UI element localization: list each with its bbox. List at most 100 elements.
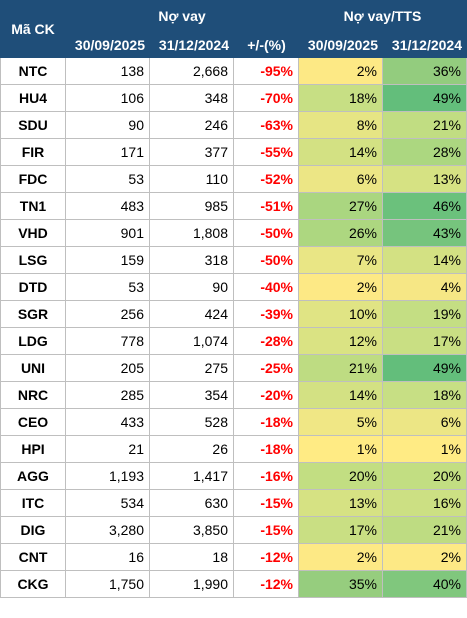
cell-debt-date1: 433 xyxy=(65,408,150,436)
cell-ratio-date2: 40% xyxy=(382,570,467,598)
cell-debt-date1: 285 xyxy=(65,381,150,409)
cell-debt-date2: 275 xyxy=(149,354,234,382)
cell-code: NTC xyxy=(0,57,66,85)
table-row: HPI 21 26 -18% 1% 1% xyxy=(0,435,467,463)
cell-debt-date1: 159 xyxy=(65,246,150,274)
cell-debt-date2: 90 xyxy=(149,273,234,301)
cell-ratio-date2: 46% xyxy=(382,192,467,220)
cell-debt-date1: 534 xyxy=(65,489,150,517)
cell-change: -15% xyxy=(233,489,299,517)
table-row: HU4 106 348 -70% 18% 49% xyxy=(0,84,467,112)
header-ratio-date1: 30/09/2025 xyxy=(298,31,383,58)
cell-ratio-date2: 17% xyxy=(382,327,467,355)
cell-change: -18% xyxy=(233,435,299,463)
cell-ratio-date1: 20% xyxy=(298,462,383,490)
table-row: LDG 778 1,074 -28% 12% 17% xyxy=(0,327,467,355)
cell-code: CKG xyxy=(0,570,66,598)
cell-debt-date2: 528 xyxy=(149,408,234,436)
cell-ratio-date1: 13% xyxy=(298,489,383,517)
cell-change: -39% xyxy=(233,300,299,328)
cell-debt-date1: 1,193 xyxy=(65,462,150,490)
cell-debt-date2: 1,074 xyxy=(149,327,234,355)
cell-debt-date2: 318 xyxy=(149,246,234,274)
cell-code: ITC xyxy=(0,489,66,517)
cell-code: SGR xyxy=(0,300,66,328)
header-group-debt: Nợ vay xyxy=(65,0,299,32)
header-change: +/-(%) xyxy=(233,31,299,58)
cell-ratio-date1: 35% xyxy=(298,570,383,598)
cell-ratio-date1: 1% xyxy=(298,435,383,463)
cell-change: -15% xyxy=(233,516,299,544)
cell-debt-date1: 205 xyxy=(65,354,150,382)
table-row: UNI 205 275 -25% 21% 49% xyxy=(0,354,467,382)
table-row: TN1 483 985 -51% 27% 46% xyxy=(0,192,467,220)
cell-debt-date2: 1,990 xyxy=(149,570,234,598)
cell-code: CEO xyxy=(0,408,66,436)
cell-change: -55% xyxy=(233,138,299,166)
cell-ratio-date2: 49% xyxy=(382,84,467,112)
cell-ratio-date1: 2% xyxy=(298,273,383,301)
cell-ratio-date1: 27% xyxy=(298,192,383,220)
cell-debt-date2: 246 xyxy=(149,111,234,139)
table-row: CNT 16 18 -12% 2% 2% xyxy=(0,543,467,571)
cell-debt-date2: 18 xyxy=(149,543,234,571)
cell-debt-date2: 354 xyxy=(149,381,234,409)
cell-ratio-date2: 21% xyxy=(382,111,467,139)
cell-debt-date1: 21 xyxy=(65,435,150,463)
cell-debt-date2: 26 xyxy=(149,435,234,463)
cell-debt-date1: 256 xyxy=(65,300,150,328)
cell-change: -40% xyxy=(233,273,299,301)
cell-ratio-date2: 1% xyxy=(382,435,467,463)
cell-debt-date2: 1,808 xyxy=(149,219,234,247)
cell-change: -12% xyxy=(233,543,299,571)
cell-ratio-date1: 14% xyxy=(298,138,383,166)
cell-change: -50% xyxy=(233,219,299,247)
cell-ratio-date2: 36% xyxy=(382,57,467,85)
cell-change: -20% xyxy=(233,381,299,409)
table-body: NTC 138 2,668 -95% 2% 36% HU4 106 348 -70% 18% 49% S… xyxy=(0,57,467,598)
cell-change: -63% xyxy=(233,111,299,139)
cell-ratio-date2: 43% xyxy=(382,219,467,247)
header-ratio-date2: 31/12/2024 xyxy=(382,31,467,58)
cell-code: DTD xyxy=(0,273,66,301)
table-row: LSG 159 318 -50% 7% 14% xyxy=(0,246,467,274)
cell-change: -18% xyxy=(233,408,299,436)
table-row: DTD 53 90 -40% 2% 4% xyxy=(0,273,467,301)
cell-code: LSG xyxy=(0,246,66,274)
cell-debt-date1: 90 xyxy=(65,111,150,139)
cell-ratio-date1: 5% xyxy=(298,408,383,436)
cell-ratio-date1: 7% xyxy=(298,246,383,274)
cell-debt-date1: 138 xyxy=(65,57,150,85)
cell-debt-date1: 53 xyxy=(65,165,150,193)
cell-debt-date2: 110 xyxy=(149,165,234,193)
cell-ratio-date2: 6% xyxy=(382,408,467,436)
header-code: Mã CK xyxy=(0,0,66,58)
cell-change: -25% xyxy=(233,354,299,382)
cell-code: HU4 xyxy=(0,84,66,112)
cell-debt-date1: 483 xyxy=(65,192,150,220)
cell-debt-date1: 1,750 xyxy=(65,570,150,598)
cell-code: VHD xyxy=(0,219,66,247)
header-debt-date2: 31/12/2024 xyxy=(149,31,234,58)
cell-change: -12% xyxy=(233,570,299,598)
table-row: FDC 53 110 -52% 6% 13% xyxy=(0,165,467,193)
cell-debt-date2: 3,850 xyxy=(149,516,234,544)
cell-ratio-date1: 10% xyxy=(298,300,383,328)
table-row: ITC 534 630 -15% 13% 16% xyxy=(0,489,467,517)
cell-debt-date2: 348 xyxy=(149,84,234,112)
cell-ratio-date1: 18% xyxy=(298,84,383,112)
table-row: SDU 90 246 -63% 8% 21% xyxy=(0,111,467,139)
table-row: NRC 285 354 -20% 14% 18% xyxy=(0,381,467,409)
cell-ratio-date1: 14% xyxy=(298,381,383,409)
cell-code: FIR xyxy=(0,138,66,166)
table-row: VHD 901 1,808 -50% 26% 43% xyxy=(0,219,467,247)
cell-ratio-date1: 21% xyxy=(298,354,383,382)
cell-ratio-date1: 26% xyxy=(298,219,383,247)
cell-debt-date2: 2,668 xyxy=(149,57,234,85)
cell-code: CNT xyxy=(0,543,66,571)
cell-ratio-date2: 21% xyxy=(382,516,467,544)
cell-ratio-date1: 17% xyxy=(298,516,383,544)
cell-ratio-date2: 28% xyxy=(382,138,467,166)
cell-change: -50% xyxy=(233,246,299,274)
table-header: Mã CK Nợ vay Nợ vay/TTS 30/09/2025 31/12… xyxy=(0,0,467,58)
